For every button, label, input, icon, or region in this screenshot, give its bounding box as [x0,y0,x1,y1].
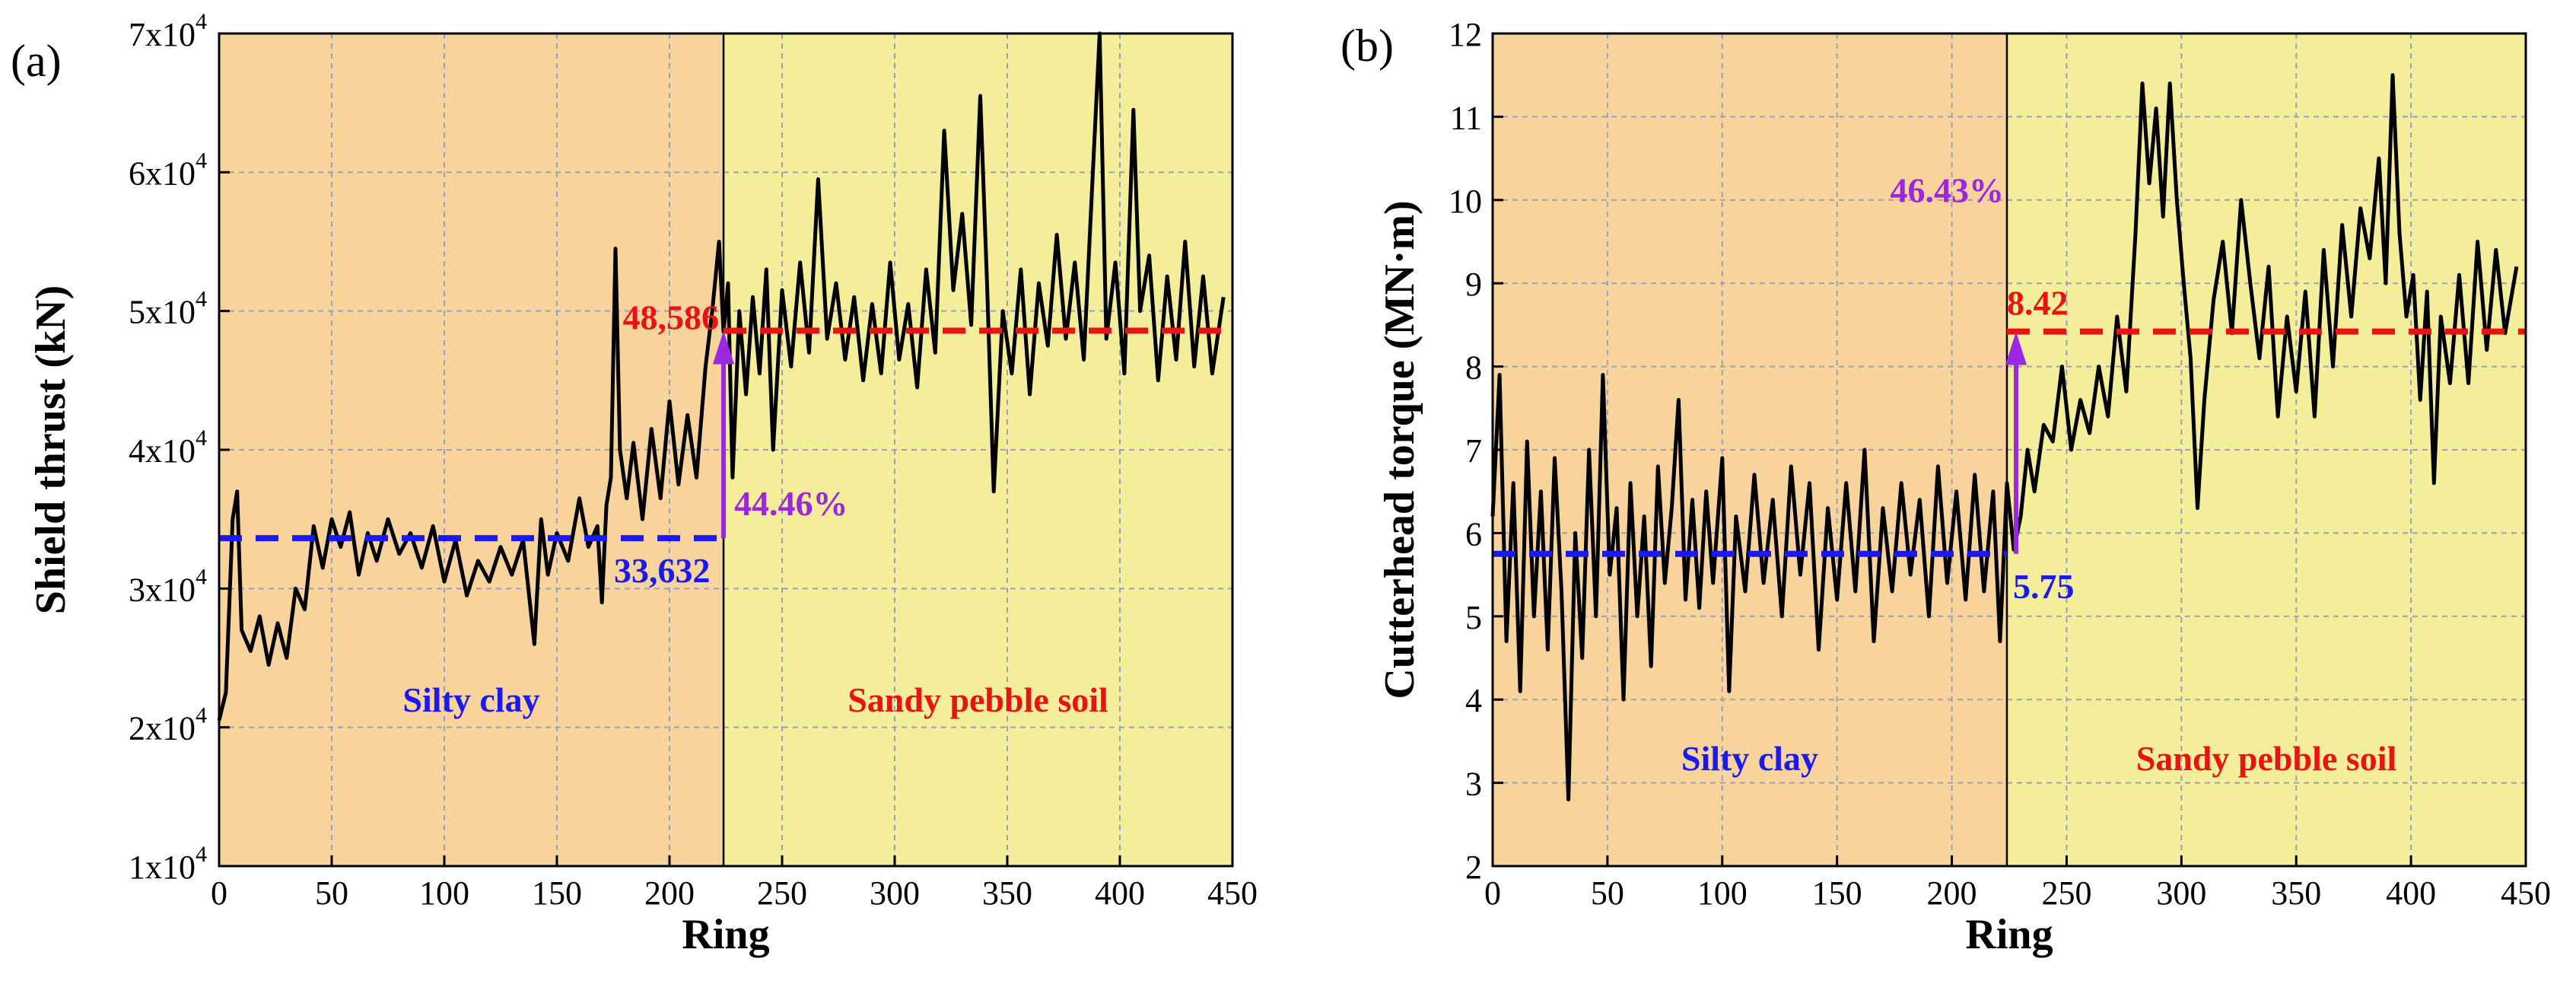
panel-label-b: (b) [1340,21,1394,71]
y-tick-label: 3x104 [129,564,207,608]
x-axis-ticks: 0 50 100 150 200 250 300 350 400 450 [1484,855,2551,912]
y-tick-label: 3 [1465,766,1482,803]
x-tick-label: 150 [1812,874,1862,912]
panel-a: 0 50 100 150 200 250 300 350 400 450 1x104 2x104 3x… [11,9,1258,958]
sandy-pebble-soil-label: Sandy pebble soil [2136,739,2397,778]
x-tick-label: 200 [644,874,695,912]
increase-arrow-head [2005,331,2027,365]
x-tick-label: 350 [2271,874,2321,912]
x-tick-label: 400 [1095,874,1145,912]
y-tick-label: 4 [1465,682,1482,719]
sandy-pebble-soil-label: Sandy pebble soil [848,680,1108,719]
y-tick-label: 11 [1450,99,1482,136]
increase-percentage: 44.46% [734,484,848,523]
x-tick-label: 50 [1591,874,1624,912]
y-tick-label: 7x104 [129,9,207,53]
x-tick-label: 450 [1207,874,1258,912]
x-tick-label: 100 [419,874,469,912]
x-tick-label: 100 [1697,874,1748,912]
y-tick-label: 7 [1465,432,1482,470]
y-tick-label: 2x104 [129,703,207,747]
increase-arrow-head [713,330,735,365]
panel-label-a: (a) [11,36,62,86]
y-tick-label: 5 [1465,599,1482,636]
increase-percentage: 46.43% [1890,171,2004,210]
x-tick-label: 250 [2041,874,2091,912]
x-tick-label: 150 [532,874,582,912]
y-axis-ticks: 1x104 2x104 3x104 4x104 5x104 6x104 7x104 [129,9,230,886]
x-tick-label: 300 [870,874,920,912]
x-tick-label: 350 [982,874,1032,912]
y-axis-title: Shield thrust (kN) [27,285,75,615]
y-tick-label: 12 [1449,16,1482,53]
y-tick-label: 2 [1465,849,1482,886]
silty-clay-label: Silty clay [1681,739,1818,778]
y-tick-label: 10 [1449,183,1482,220]
sandy-pebble-mean-value: 48,586 [623,298,720,336]
x-tick-label: 0 [211,874,227,912]
silty-clay-mean-value: 33,632 [614,551,711,590]
y-tick-label: 6 [1465,515,1482,553]
x-tick-label: 0 [1484,874,1501,912]
silty-clay-label: Silty clay [402,680,539,719]
y-tick-label: 8 [1465,349,1482,387]
y-tick-label: 5x104 [129,287,207,331]
x-axis-title: Ring [682,911,769,958]
x-tick-label: 200 [1927,874,1977,912]
y-axis-ticks: 2 3 4 5 6 7 8 9 10 11 12 [1449,16,1503,886]
y-tick-label: 4x104 [129,425,207,470]
x-tick-label: 250 [757,874,807,912]
x-tick-label: 450 [2501,874,2551,912]
cutterhead-torque-line [1490,73,2519,801]
y-tick-label: 9 [1465,266,1482,303]
x-tick-label: 400 [2386,874,2436,912]
x-axis-title: Ring [1965,911,2053,958]
x-tick-label: 300 [2156,874,2206,912]
sandy-pebble-mean-value: 8.42 [2007,284,2069,323]
y-tick-label: 6x104 [129,148,207,192]
x-tick-label: 50 [315,874,348,912]
y-tick-label: 1x104 [129,842,207,886]
x-axis-ticks: 0 50 100 150 200 250 300 350 400 450 [211,855,1258,912]
silty-clay-mean-value: 5.75 [2013,567,2075,606]
panel-b: 0 50 100 150 200 250 300 350 400 450 2 3 4 5 6 7 8 9 10 11… [1340,16,2551,958]
y-axis-title: Cutterhead torque (MN·m) [1376,200,1423,699]
